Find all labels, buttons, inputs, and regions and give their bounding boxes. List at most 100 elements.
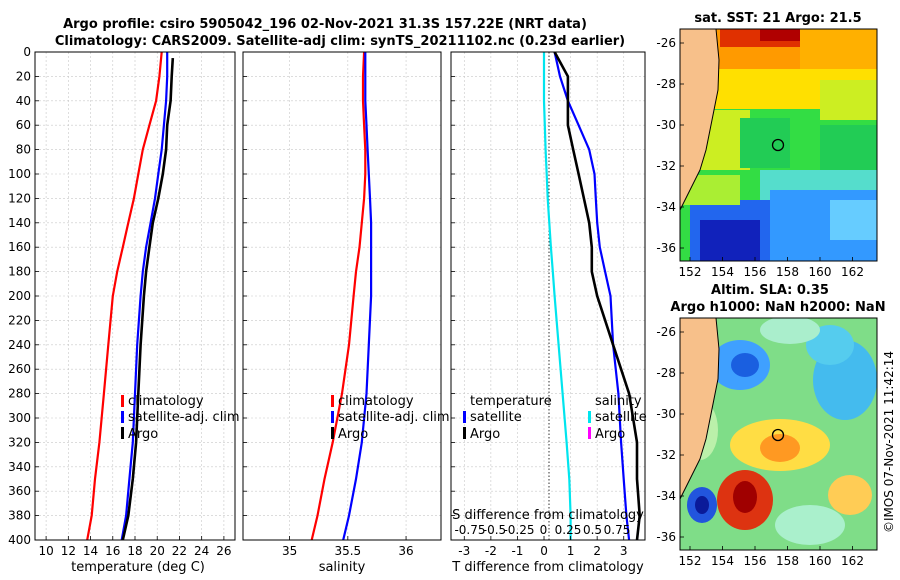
difference-xlabel: T difference from climatology	[451, 560, 644, 575]
top-x-tick-label: -0.25	[503, 523, 534, 537]
map-x-tick-label: 160	[809, 265, 832, 279]
x-tick-label: 14	[83, 544, 98, 558]
depth-tick-label: 160	[8, 240, 31, 254]
sla-map-title-line1: Altim. SLA: 0.35	[711, 283, 829, 298]
map-x-tick-label: 158	[776, 265, 799, 279]
x-tick-label: -1	[511, 544, 523, 558]
depth-tick-label: 20	[16, 69, 31, 83]
legend-climatology-label: climatology	[338, 394, 414, 409]
top-x-tick-label: 0.75	[604, 523, 631, 537]
sst-map-frame	[679, 28, 878, 262]
difference-legend: temperature satellite Argo salinity sate…	[463, 394, 647, 442]
salinity-legend: climatology satellite-adj. clim Argo	[331, 394, 450, 442]
series-line-satellite-adj-clim	[342, 52, 373, 540]
depth-tick-label: 380	[8, 509, 31, 523]
depth-tick-label: 60	[16, 118, 31, 132]
map-x-tick-label: 154	[711, 554, 734, 568]
sla-argo-marker	[771, 428, 785, 442]
map-x-tick-label: 160	[809, 554, 832, 568]
x-tick-label: -2	[485, 544, 497, 558]
difference-grid	[451, 51, 645, 541]
legend-header-temperature: temperature	[470, 394, 552, 409]
map-y-tick-label: -34	[656, 200, 676, 214]
depth-tick-label: 180	[8, 265, 31, 279]
series-line-s-satellite	[542, 52, 572, 540]
figure-title-line1: Argo profile: csiro 5905042_196 02-Nov-2…	[63, 17, 587, 32]
depth-tick-label: 100	[8, 167, 31, 181]
top-x-tick-label: 0.5	[583, 523, 602, 537]
legend-t-argo-label: Argo	[470, 427, 500, 442]
map-x-tick-label: 156	[744, 265, 767, 279]
x-tick-label: 22	[172, 544, 187, 558]
series-line-t-satellite	[553, 52, 631, 540]
map-y-tick-label: -26	[656, 325, 676, 339]
map-x-tick-label: 152	[679, 265, 702, 279]
salinity-series	[310, 52, 373, 540]
depth-tick-label: 320	[8, 435, 31, 449]
legend-satellite-adj-swatch	[121, 411, 124, 423]
depth-tick-label: 300	[8, 411, 31, 425]
depth-tick-label: 360	[8, 484, 31, 498]
temperature-series	[86, 52, 175, 540]
sla-map-ticks: 152 154 156 158 160 162 -26 -28 -30 -32 -34 -36	[656, 325, 864, 568]
legend-t-satellite-label: satellite	[470, 410, 522, 425]
series-line-climatology	[86, 52, 163, 540]
depth-tick-label: 0	[23, 45, 31, 59]
legend-climatology-label: climatology	[128, 394, 204, 409]
depth-tick-label: 200	[8, 289, 31, 303]
sla-map: Altim. SLA: 0.35 Argo h1000: NaN h2000: …	[656, 283, 885, 568]
sla-land	[680, 318, 720, 500]
temperature-xlabel: temperature (deg C)	[71, 560, 205, 575]
x-tick-label: 24	[194, 544, 209, 558]
depth-axis-ticks: 0 20 40 60 80 100 120 140 160 180 200 220 240 260 280 3…	[8, 45, 31, 547]
sst-heat-patches	[680, 29, 877, 261]
depth-tick-label: 400	[8, 533, 31, 547]
x-tick-label: 2	[593, 544, 601, 558]
map-x-tick-label: 162	[841, 265, 864, 279]
depth-tick-label: 120	[8, 191, 31, 205]
x-tick-label: 16	[105, 544, 120, 558]
sst-map: sat. SST: 21 Argo: 21.5	[656, 11, 878, 279]
legend-satellite-adj-swatch	[331, 411, 334, 423]
depth-tick-label: 340	[8, 460, 31, 474]
map-y-tick-label: -34	[656, 489, 676, 503]
timestamp-label: ©IMOS 07-Nov-2021 11:42:14	[882, 351, 896, 533]
legend-argo-swatch	[121, 427, 124, 439]
sst-map-ticks: 152 154 156 158 160 162 -26 -28 -30 -32 -34 -36	[656, 36, 864, 279]
figure-title-line2: Climatology: CARS2009. Satellite-adj cli…	[55, 34, 625, 49]
difference-top-xlabel: S difference from climatology	[452, 508, 644, 523]
x-tick-label: 1	[567, 544, 575, 558]
salinity-grid	[243, 51, 441, 541]
x-tick-label: 12	[61, 544, 76, 558]
legend-t-satellite-swatch	[463, 411, 466, 423]
depth-tick-label: 140	[8, 216, 31, 230]
series-line-argo	[121, 58, 175, 540]
difference-ticks: -3 -2 -1 0 1 2 3	[451, 51, 628, 558]
depth-tick-label: 260	[8, 362, 31, 376]
series-line-climatology	[310, 52, 367, 540]
depth-tick-label: 80	[16, 143, 31, 157]
map-y-tick-label: -30	[656, 118, 676, 132]
x-tick-label: 3	[620, 544, 628, 558]
top-x-tick-label: 0.25	[555, 523, 582, 537]
sst-land	[680, 29, 720, 211]
series-line-satellite-adj-clim	[120, 52, 169, 540]
legend-argo-swatch	[331, 427, 334, 439]
sla-eddies	[682, 318, 877, 545]
difference-series	[542, 52, 642, 540]
map-y-tick-label: -36	[656, 241, 676, 255]
depth-tick-label: 220	[8, 313, 31, 327]
map-x-tick-label: 154	[711, 265, 734, 279]
legend-satellite-adj-label: satellite-adj. clim	[128, 410, 240, 425]
temperature-ticks: 10 12 14 16 18 20 22 24 26	[35, 51, 232, 558]
depth-tick-label: 240	[8, 338, 31, 352]
sst-argo-marker	[771, 138, 785, 152]
map-x-tick-label: 156	[744, 554, 767, 568]
map-x-tick-label: 158	[776, 554, 799, 568]
x-tick-label: 10	[38, 544, 53, 558]
map-y-tick-label: -28	[656, 77, 676, 91]
x-tick-label: 26	[216, 544, 231, 558]
x-tick-label: 35.5	[334, 544, 361, 558]
legend-s-satellite-label: satellite	[595, 410, 647, 425]
legend-s-satellite-swatch	[588, 411, 591, 423]
